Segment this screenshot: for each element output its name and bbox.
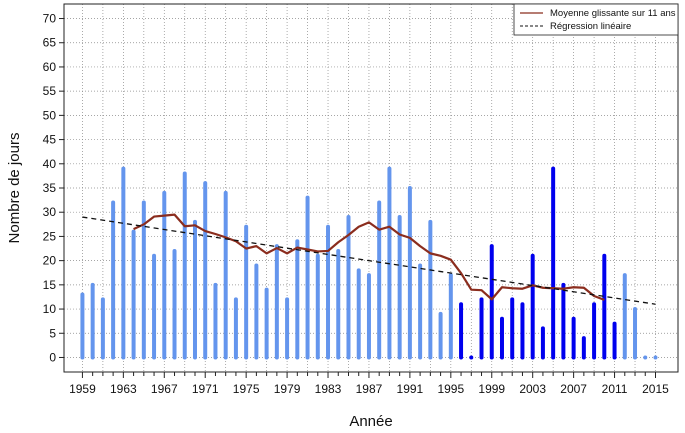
grid-lines xyxy=(64,4,678,372)
regression-line xyxy=(82,216,656,305)
y-tick-label: 65 xyxy=(43,36,57,50)
y-tick-label: 20 xyxy=(43,254,57,268)
bar xyxy=(653,355,658,360)
x-tick-label: 2011 xyxy=(602,382,628,396)
y-tick-label: 10 xyxy=(43,302,57,316)
y-tick-label: 60 xyxy=(43,60,57,74)
y-tick-label: 25 xyxy=(43,229,57,243)
legend-box xyxy=(513,3,679,36)
x-tick-label: 2003 xyxy=(519,382,546,396)
y-tick-label: 30 xyxy=(43,205,57,219)
y-axis: 0 5 10 15 20 25 30 35 40 45 50 55 60 65 70 xyxy=(43,12,64,364)
x-tick-label: 2015 xyxy=(642,382,669,396)
legend-label-moving-average: Moyenne glissante sur 11 ans xyxy=(550,8,676,19)
bar xyxy=(469,355,474,360)
plot-frame xyxy=(63,3,679,373)
x-tick-label: 1959 xyxy=(69,382,96,396)
x-axis-label: Année xyxy=(349,413,392,430)
y-tick-label: 70 xyxy=(43,12,57,26)
x-tick-label: 1983 xyxy=(315,382,342,396)
x-tick-label: 1991 xyxy=(397,382,424,396)
y-tick-label: 45 xyxy=(43,133,57,147)
y-tick-label: 35 xyxy=(43,181,57,195)
x-tick-label: 1975 xyxy=(233,382,260,396)
x-tick-label: 1999 xyxy=(478,382,505,396)
bar xyxy=(643,355,648,360)
bar-series xyxy=(80,166,658,360)
line-series xyxy=(82,213,656,305)
legend-label-regression: Régression linéaire xyxy=(550,21,631,32)
y-tick-label: 55 xyxy=(43,84,57,98)
x-tick-label: 2007 xyxy=(560,382,587,396)
y-tick-label: 40 xyxy=(43,157,57,171)
x-tick-label: 1967 xyxy=(151,382,178,396)
x-tick-label: 1987 xyxy=(356,382,383,396)
x-tick-label: 1995 xyxy=(437,382,464,396)
x-axis: 1959 1963 1967 1971 1975 1979 1983 1987 1991 1995… xyxy=(69,372,669,396)
x-tick-label: 1963 xyxy=(110,382,137,396)
y-axis-label: Nombre de jours xyxy=(6,133,23,244)
legend: Moyenne glissante sur 11 ans Régression … xyxy=(513,3,679,36)
y-tick-label: 50 xyxy=(43,108,57,122)
y-tick-label: 0 xyxy=(49,350,56,364)
x-tick-label: 1971 xyxy=(192,382,219,396)
y-tick-label: 15 xyxy=(43,278,57,292)
x-tick-label: 1979 xyxy=(274,382,301,396)
y-tick-label: 5 xyxy=(49,326,56,340)
moving-average-line xyxy=(133,213,605,301)
